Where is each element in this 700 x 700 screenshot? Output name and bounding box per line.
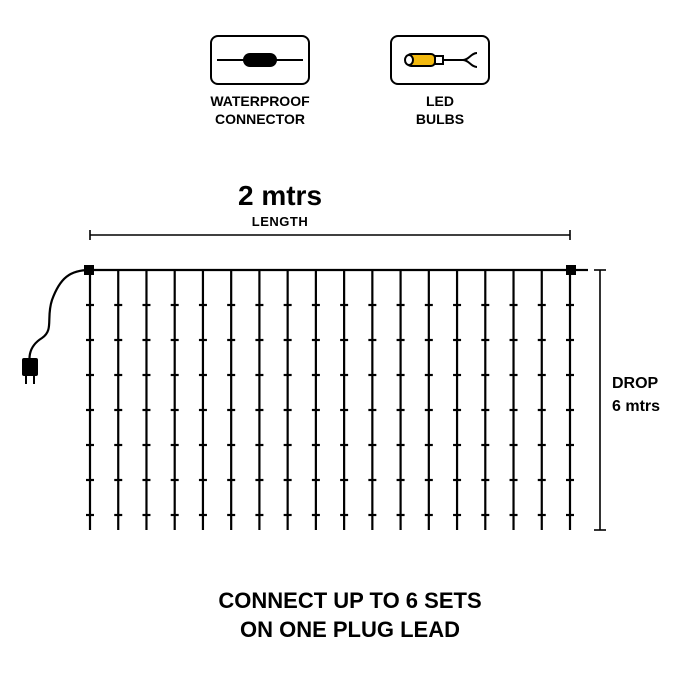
feature-label-led: LEDBULBS — [416, 93, 464, 128]
features-row: WATERPROOFCONNECTOR LEDBULBS — [0, 35, 700, 128]
feature-label-connector: WATERPROOFCONNECTOR — [210, 93, 309, 128]
length-value: 2 mtrs — [0, 180, 560, 212]
feature-waterproof-connector: WATERPROOFCONNECTOR — [210, 35, 310, 128]
led-icon — [390, 35, 490, 85]
curtain-diagram — [0, 230, 700, 570]
feature-led-bulbs: LEDBULBS — [390, 35, 490, 128]
caption: CONNECT UP TO 6 SETSON ONE PLUG LEAD — [0, 586, 700, 645]
connector-icon — [210, 35, 310, 85]
length-label: LENGTH — [0, 214, 560, 229]
